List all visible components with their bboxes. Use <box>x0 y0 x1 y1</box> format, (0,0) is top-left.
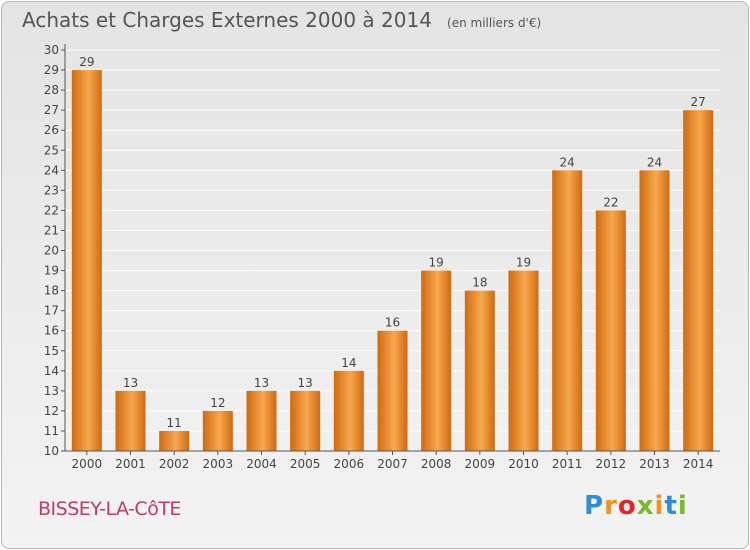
x-tick-label: 2009 <box>465 457 496 471</box>
logo-letter: x <box>636 491 655 521</box>
x-tick-label: 2007 <box>377 457 408 471</box>
bar <box>464 290 495 451</box>
data-label: 29 <box>79 55 94 69</box>
logo-letter: r <box>604 491 618 521</box>
y-tick-label: 30 <box>44 43 59 57</box>
data-label: 19 <box>429 256 444 270</box>
x-tick-label: 2000 <box>72 457 103 471</box>
data-label: 11 <box>167 416 182 430</box>
chart-subtitle: (en milliers d'€) <box>447 16 542 30</box>
x-tick-label: 2014 <box>683 457 714 471</box>
data-label: 24 <box>647 155 662 169</box>
x-tick-label: 2001 <box>115 457 146 471</box>
logo-letter: P <box>584 491 605 521</box>
logo-letter: i <box>677 491 688 521</box>
data-label: 12 <box>210 396 225 410</box>
y-tick-label: 24 <box>44 163 59 177</box>
y-tick-label: 15 <box>44 344 59 358</box>
data-label: 14 <box>341 356 356 370</box>
y-tick-label: 22 <box>44 203 59 217</box>
bar <box>508 270 539 451</box>
data-label: 13 <box>298 376 313 390</box>
y-tick-label: 29 <box>44 63 59 77</box>
bar <box>115 390 146 451</box>
bar <box>639 170 670 452</box>
logo-letter: o <box>617 491 637 521</box>
y-tick-label: 18 <box>44 284 59 298</box>
y-tick-label: 26 <box>44 123 59 137</box>
bar <box>595 210 626 451</box>
x-tick-label: 2004 <box>246 457 277 471</box>
data-label: 27 <box>691 95 706 109</box>
y-tick-label: 16 <box>44 324 59 338</box>
bars: 29 13 11 12 13 13 14 16 19 18 19 24 22 24 27 <box>71 55 714 452</box>
data-label: 19 <box>516 256 531 270</box>
y-tick-label: 21 <box>44 223 59 237</box>
data-label: 18 <box>472 276 487 290</box>
axes: 10 11 12 13 14 15 16 17 18 19 20 21 22 23 24 25 26 27 28 29… <box>44 43 720 471</box>
y-tick-label: 25 <box>44 143 59 157</box>
logo-letter: t <box>664 491 678 521</box>
y-tick-label: 10 <box>44 444 59 458</box>
chart-title: Achats et Charges Externes 2000 à 2014 <box>22 8 432 32</box>
bar <box>552 170 583 452</box>
bar <box>377 330 408 451</box>
x-tick-label: 2002 <box>159 457 190 471</box>
y-tick-label: 20 <box>44 244 59 258</box>
x-tick-label: 2013 <box>639 457 670 471</box>
bar <box>246 390 277 451</box>
x-tick-label: 2008 <box>421 457 452 471</box>
logo-letter: i <box>654 491 665 521</box>
data-label: 13 <box>123 376 138 390</box>
y-tick-label: 11 <box>44 424 59 438</box>
proxiti-logo: Proxiti <box>584 491 688 521</box>
bar <box>159 430 190 451</box>
y-tick-label: 27 <box>44 103 59 117</box>
x-tick-label: 2006 <box>334 457 365 471</box>
commune-name: BISSEY-LA-CôTE <box>38 498 181 520</box>
y-tick-label: 14 <box>44 364 59 378</box>
bar <box>683 110 714 452</box>
x-tick-label: 2011 <box>552 457 583 471</box>
x-tick-label: 2005 <box>290 457 321 471</box>
y-tick-label: 23 <box>44 183 59 197</box>
y-tick-label: 12 <box>44 404 59 418</box>
data-label: 22 <box>603 195 618 209</box>
bar <box>333 370 364 451</box>
x-tick-label: 2012 <box>596 457 627 471</box>
title-row: Achats et Charges Externes 2000 à 2014 (… <box>22 8 541 32</box>
y-tick-label: 13 <box>44 384 59 398</box>
bar <box>290 390 321 451</box>
data-label: 16 <box>385 316 400 330</box>
x-tick-label: 2010 <box>508 457 539 471</box>
x-tick-label: 2003 <box>203 457 234 471</box>
bar <box>202 410 233 451</box>
bar <box>421 270 452 451</box>
y-tick-label: 17 <box>44 304 59 318</box>
bar <box>71 70 102 452</box>
data-label: 24 <box>560 155 575 169</box>
data-label: 13 <box>254 376 269 390</box>
y-tick-label: 19 <box>44 264 59 278</box>
y-tick-label: 28 <box>44 83 59 97</box>
